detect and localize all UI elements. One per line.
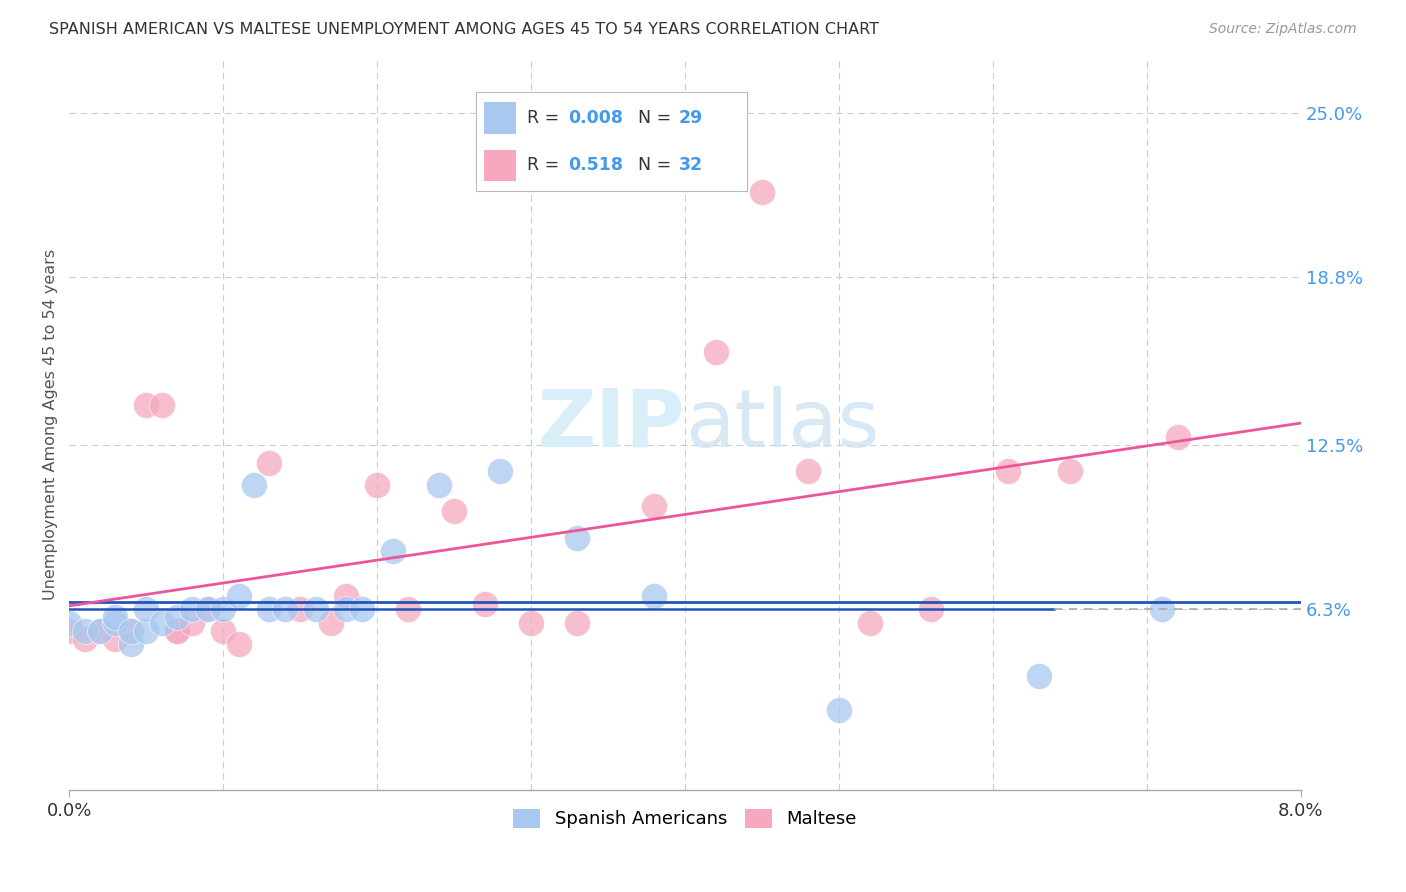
Point: [1167, 430, 1189, 444]
Point: [197, 602, 219, 616]
Point: [104, 610, 127, 624]
Point: [797, 464, 820, 478]
Point: [427, 477, 450, 491]
Point: [243, 477, 266, 491]
Point: [212, 602, 235, 616]
Point: [643, 499, 665, 513]
Text: Source: ZipAtlas.com: Source: ZipAtlas.com: [1209, 22, 1357, 37]
Point: [443, 504, 465, 518]
Point: [474, 597, 496, 611]
Point: [135, 602, 157, 616]
Point: [751, 186, 773, 200]
Point: [567, 615, 589, 630]
Point: [335, 589, 357, 603]
Point: [366, 477, 388, 491]
Point: [104, 615, 127, 630]
Point: [135, 624, 157, 638]
Point: [135, 398, 157, 412]
Y-axis label: Unemployment Among Ages 45 to 54 years: Unemployment Among Ages 45 to 54 years: [44, 249, 58, 600]
Point: [319, 615, 342, 630]
Point: [567, 531, 589, 545]
Point: [181, 615, 204, 630]
Point: [259, 456, 281, 470]
Point: [166, 624, 188, 638]
Point: [120, 624, 142, 638]
Point: [704, 344, 727, 359]
Point: [120, 624, 142, 638]
Point: [73, 624, 96, 638]
Legend: Spanish Americans, Maltese: Spanish Americans, Maltese: [506, 802, 865, 836]
Point: [89, 624, 111, 638]
Point: [1028, 669, 1050, 683]
Point: [859, 615, 882, 630]
Point: [828, 703, 851, 717]
Point: [150, 398, 173, 412]
Point: [396, 602, 419, 616]
Point: [212, 624, 235, 638]
Point: [166, 610, 188, 624]
Point: [288, 602, 311, 616]
Point: [259, 602, 281, 616]
Point: [335, 602, 357, 616]
Point: [1152, 602, 1174, 616]
Point: [997, 464, 1019, 478]
Point: [181, 602, 204, 616]
Text: atlas: atlas: [685, 385, 879, 464]
Point: [104, 632, 127, 646]
Point: [381, 544, 404, 558]
Point: [920, 602, 942, 616]
Point: [166, 624, 188, 638]
Text: ZIP: ZIP: [537, 385, 685, 464]
Point: [58, 624, 80, 638]
Text: SPANISH AMERICAN VS MALTESE UNEMPLOYMENT AMONG AGES 45 TO 54 YEARS CORRELATION C: SPANISH AMERICAN VS MALTESE UNEMPLOYMENT…: [49, 22, 879, 37]
Point: [520, 615, 543, 630]
Point: [58, 615, 80, 630]
Point: [1059, 464, 1081, 478]
Point: [274, 602, 297, 616]
Point: [350, 602, 373, 616]
Point: [304, 602, 326, 616]
Point: [489, 464, 512, 478]
Point: [228, 589, 250, 603]
Point: [73, 632, 96, 646]
Point: [228, 637, 250, 651]
Point: [197, 602, 219, 616]
Point: [643, 589, 665, 603]
Point: [89, 624, 111, 638]
Point: [150, 615, 173, 630]
Point: [120, 637, 142, 651]
